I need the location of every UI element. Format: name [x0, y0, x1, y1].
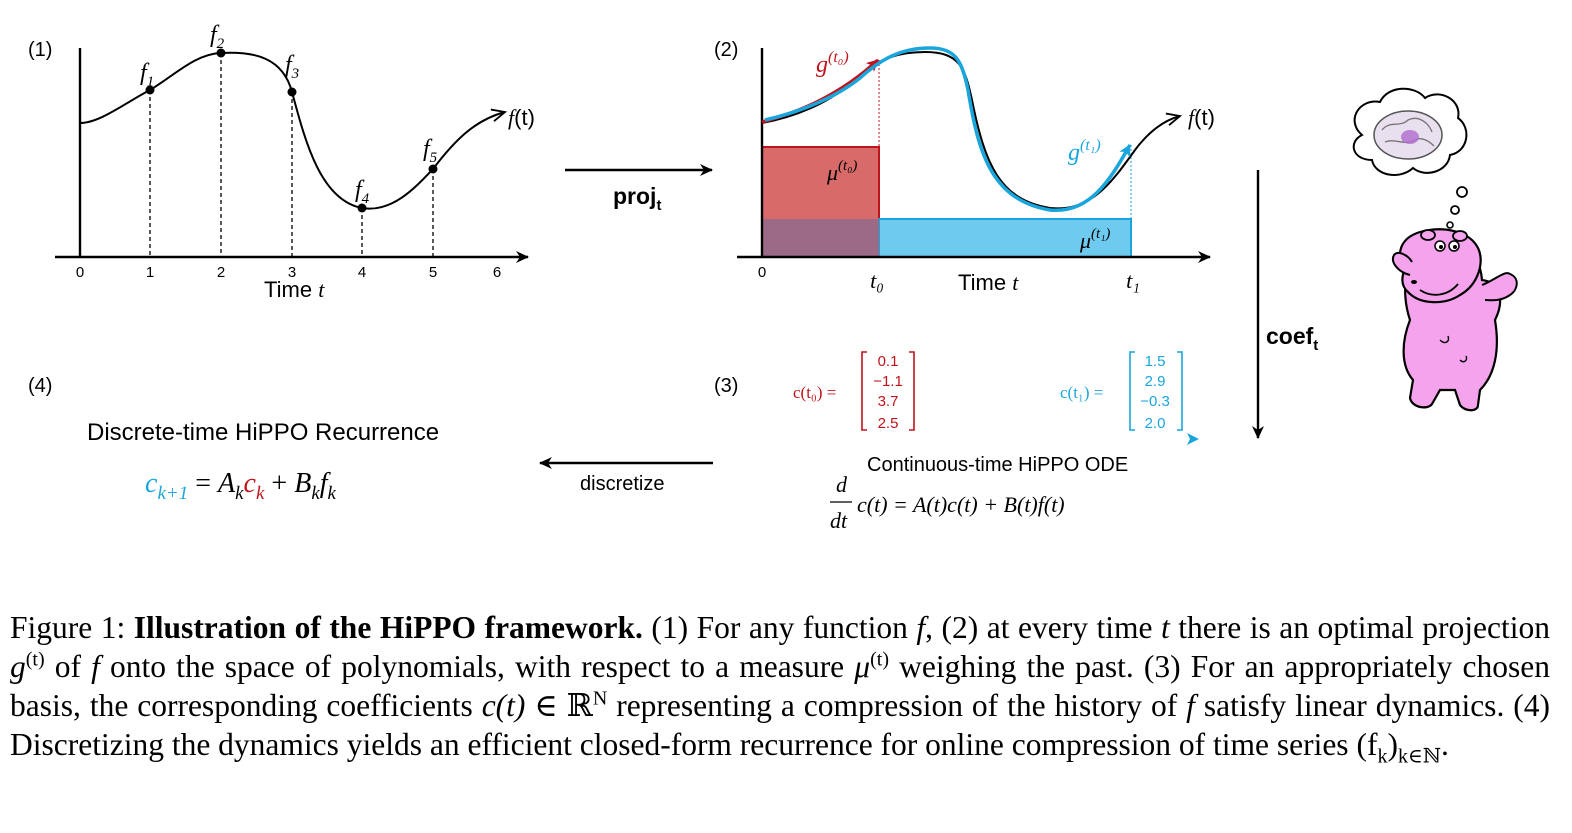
caption-math: f — [91, 649, 100, 684]
caption-text: onto the space of polynomials, with resp… — [99, 649, 855, 684]
caption-math: (t) — [25, 648, 45, 671]
brain-thought-icon — [1352, 87, 1468, 229]
ode-equation: d dt c(t) = A(t)c(t) + B(t)f(t) — [830, 472, 1065, 533]
caption-text: weighing the past. (3) For an appropriat… — [10, 649, 1551, 723]
caption-math: g — [10, 649, 26, 684]
label-f1: f1 — [140, 60, 154, 90]
c-t1-entry: 2.9 — [1145, 373, 1166, 390]
tick-label: 1 — [146, 264, 154, 281]
g-t1-projection — [764, 46, 1132, 212]
sample-point-f2 — [216, 48, 226, 58]
panel-1-curve-label: f(t) — [508, 105, 535, 130]
panel-4-label: (4) — [28, 375, 52, 397]
tick-label: 3 — [288, 264, 296, 281]
c-t1-vector: 1.5 2.9 −0.3 2.0 — [1129, 351, 1183, 432]
c-t1-entry: 1.5 — [1145, 353, 1166, 370]
panel-1-sample-points — [145, 48, 438, 213]
sample-point-f1 — [145, 85, 155, 95]
caption-math: (t) — [870, 648, 889, 671]
caption-math: f — [1186, 688, 1195, 723]
caption-math: k — [1377, 745, 1388, 768]
c-t0-entry: 0.1 — [878, 353, 899, 370]
caption-math: t — [1161, 610, 1170, 645]
figure-caption: Figure 1: Illustration of the HiPPO fram… — [10, 608, 1551, 768]
tick-label: 2 — [217, 264, 225, 281]
proj-label: projt — [613, 183, 661, 214]
c-t0-entry: 3.7 — [878, 393, 899, 410]
caption-math: ) — [1387, 727, 1398, 762]
recurrence-equation: ck+1 = Akck + Bkfk — [145, 468, 337, 504]
caption-text: , (2) at every time — [925, 610, 1162, 645]
panel-3-label: (3) — [714, 375, 738, 397]
caption-text: . — [1441, 727, 1449, 762]
t1-tick-label: t₁ — [1126, 268, 1140, 293]
caption-text: of — [44, 649, 92, 684]
mu-t1-label: μ(t₁) — [1079, 226, 1110, 253]
ode-dt: dt — [830, 508, 848, 533]
label-f3: f3 — [285, 52, 299, 82]
panel-2-curve-label: f(t) — [1188, 105, 1215, 130]
caption-text: there is an optimal projection — [1169, 610, 1550, 645]
c-t0-label: c(t₀) = — [793, 383, 836, 402]
panel-1-x-label: Time t — [264, 277, 325, 302]
c-t0-entry: 2.5 — [878, 415, 899, 432]
label-f2: f2 — [210, 22, 225, 52]
mu-t0-label: μ(t₀) — [826, 158, 857, 185]
panel-3: (3) c(t₀) = 0.1 −1.1 3.7 2.5 c(t₁) = 1.5… — [714, 351, 1199, 533]
panel-2-x-label: Time t — [958, 270, 1019, 295]
g-t0-label: g(t₀) — [816, 49, 849, 78]
tick-label: 0 — [76, 264, 84, 281]
c-t0-vector: 0.1 −1.1 3.7 2.5 — [861, 351, 915, 432]
c-t1-entry: 2.0 — [1145, 415, 1166, 432]
panel-2-tick-0: 0 — [758, 264, 766, 281]
tick-label: 4 — [358, 264, 366, 281]
mu-overlap-region — [762, 219, 879, 257]
discretize-label: discretize — [580, 473, 664, 495]
ode-title: Continuous-time HiPPO ODE — [867, 454, 1128, 476]
panel-2-label: (2) — [714, 39, 738, 61]
coef-label: coeft — [1266, 323, 1318, 354]
caption-text: satisfy linear dynamics. (4) Discretizin… — [10, 688, 1550, 762]
caption-fig-label: Figure 1: — [10, 610, 134, 645]
g-t1-label: g(t₁) — [1068, 137, 1101, 166]
caption-math: (f — [1356, 727, 1378, 762]
label-f5: f5 — [423, 136, 438, 166]
caption-math: c(t) — [481, 688, 526, 723]
hippo-mascot-icon — [1352, 87, 1518, 412]
tick-label: 5 — [429, 264, 437, 281]
panel-2: (2) g(t₀) g(t₁) μ(t₀) μ(t₁) 0 t₀ t₁ Time… — [714, 39, 1215, 295]
caption-text: representing a compression of the histor… — [607, 688, 1187, 723]
caption-math: ∈ — [525, 688, 567, 723]
sample-point-f4 — [357, 203, 367, 213]
c-t1-label: c(t₁) = — [1060, 383, 1103, 402]
c-t0-entry: −1.1 — [873, 373, 903, 390]
tick-label: 6 — [493, 264, 501, 281]
discretize-arrow: discretize — [539, 457, 713, 495]
caption-text: (1) For any function — [642, 610, 917, 645]
sample-point-f3 — [287, 87, 297, 97]
coef-arrow: coeft — [1252, 170, 1318, 439]
ode-d: d — [836, 472, 848, 497]
sample-point-f5 — [428, 164, 438, 174]
recurrence-title: Discrete-time HiPPO Recurrence — [87, 419, 439, 446]
panel-1-dashed-guides — [149, 53, 434, 257]
panel-1: (1) f1 f2 f3 f4 f5 — [28, 22, 535, 302]
label-f4: f4 — [355, 177, 370, 207]
caption-math: k∈ℕ — [1397, 745, 1442, 768]
caption-math: f — [916, 610, 926, 645]
caption-math: μ — [854, 649, 871, 684]
ode-rhs: c(t) = A(t)c(t) + B(t)f(t) — [857, 492, 1065, 517]
caption-math: ℝ — [566, 688, 593, 723]
panel-4: (4) Discrete-time HiPPO Recurrence ck+1 … — [28, 375, 439, 504]
proj-arrow: projt — [565, 164, 713, 214]
t0-tick-label: t₀ — [870, 268, 884, 293]
panel-1-tick-labels: 0 1 2 3 4 5 6 — [76, 264, 501, 281]
caption-math: N — [592, 687, 608, 710]
caption-title: Illustration of the HiPPO framework. — [133, 610, 643, 645]
c-t1-entry: −0.3 — [1140, 393, 1170, 410]
panel-1-label: (1) — [28, 39, 52, 61]
